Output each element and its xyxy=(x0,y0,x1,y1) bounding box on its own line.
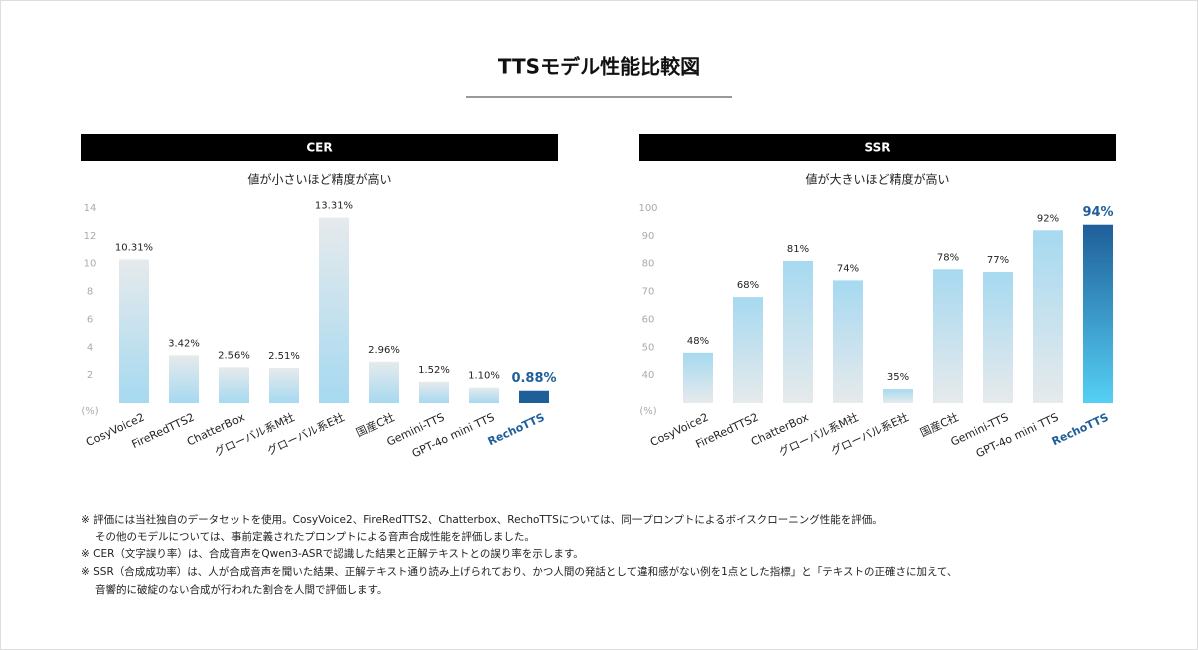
bar xyxy=(119,259,149,403)
y-tick-label: 50 xyxy=(642,342,655,353)
footnote: ※ 評価には当社独自のデータセットを使用。CosyVoice2、FireRedT… xyxy=(81,513,883,526)
page-title: TTSモデル性能比較図 xyxy=(498,55,700,79)
bar xyxy=(683,352,713,403)
value-label: 2.96% xyxy=(368,345,400,356)
panel-header xyxy=(639,134,1116,161)
panel-header xyxy=(81,134,558,161)
bar xyxy=(1033,230,1063,403)
value-label: 3.42% xyxy=(168,338,200,349)
value-label: 74% xyxy=(837,263,859,274)
bar xyxy=(783,260,813,403)
value-label: 81% xyxy=(787,244,809,255)
chart-title: CER xyxy=(306,141,332,155)
y-tick-label: 2 xyxy=(87,370,93,381)
y-unit-label: (%) xyxy=(81,406,98,417)
chart-title: SSR xyxy=(865,141,891,155)
bar xyxy=(933,269,963,403)
value-label: 1.10% xyxy=(468,371,500,382)
bar xyxy=(983,272,1013,403)
bar xyxy=(833,280,863,403)
value-label: 77% xyxy=(987,255,1009,266)
y-tick-label: 4 xyxy=(87,342,93,353)
value-label: 94% xyxy=(1082,205,1113,220)
bar xyxy=(419,381,449,403)
bar xyxy=(519,390,549,403)
bar xyxy=(733,297,763,403)
y-tick-label: 10 xyxy=(84,259,97,270)
value-label: 92% xyxy=(1037,213,1059,224)
value-label: 2.56% xyxy=(218,350,250,361)
y-tick-label: 90 xyxy=(642,231,655,242)
bar xyxy=(883,389,913,403)
y-tick-label: 70 xyxy=(642,287,655,298)
y-unit-label: (%) xyxy=(639,406,656,417)
value-label: 78% xyxy=(937,252,959,263)
y-tick-label: 8 xyxy=(87,287,93,298)
footnote: ※ SSR（合成成功率）は、人が合成音声を聞いた結果、正解テキスト通り読み上げら… xyxy=(81,565,957,578)
bar xyxy=(469,387,499,403)
value-label: 2.51% xyxy=(268,351,300,362)
y-tick-label: 100 xyxy=(638,203,657,214)
footnote: その他のモデルについては、事前定義されたプロンプトによる音声合成性能を評価しまし… xyxy=(95,530,535,543)
y-tick-label: 6 xyxy=(87,314,93,325)
value-label: 0.88% xyxy=(511,371,556,386)
chart-subtitle: 値が大きいほど精度が高い xyxy=(805,172,949,187)
bar xyxy=(319,217,349,403)
bar xyxy=(219,367,249,403)
value-label: 1.52% xyxy=(418,365,450,376)
y-tick-label: 14 xyxy=(84,203,97,214)
y-tick-label: 40 xyxy=(642,370,655,381)
y-tick-label: 60 xyxy=(642,314,655,325)
y-tick-label: 80 xyxy=(642,259,655,270)
bar xyxy=(369,361,399,403)
footnote: 音響的に破綻のない合成が行われた割合を人間で評価します。 xyxy=(95,583,387,596)
bar xyxy=(169,355,199,403)
value-label: 35% xyxy=(887,372,909,383)
bar xyxy=(1083,224,1113,403)
value-label: 68% xyxy=(737,280,759,291)
value-label: 10.31% xyxy=(115,242,153,253)
y-tick-label: 12 xyxy=(84,231,97,242)
value-label: 48% xyxy=(687,336,709,347)
bar xyxy=(269,368,299,403)
chart-subtitle: 値が小さいほど精度が高い xyxy=(247,172,391,187)
value-label: 13.31% xyxy=(315,201,353,212)
footnote: ※ CER（文字誤り率）は、合成音声をQwen3-ASRで認識した結果と正解テキ… xyxy=(81,547,584,560)
